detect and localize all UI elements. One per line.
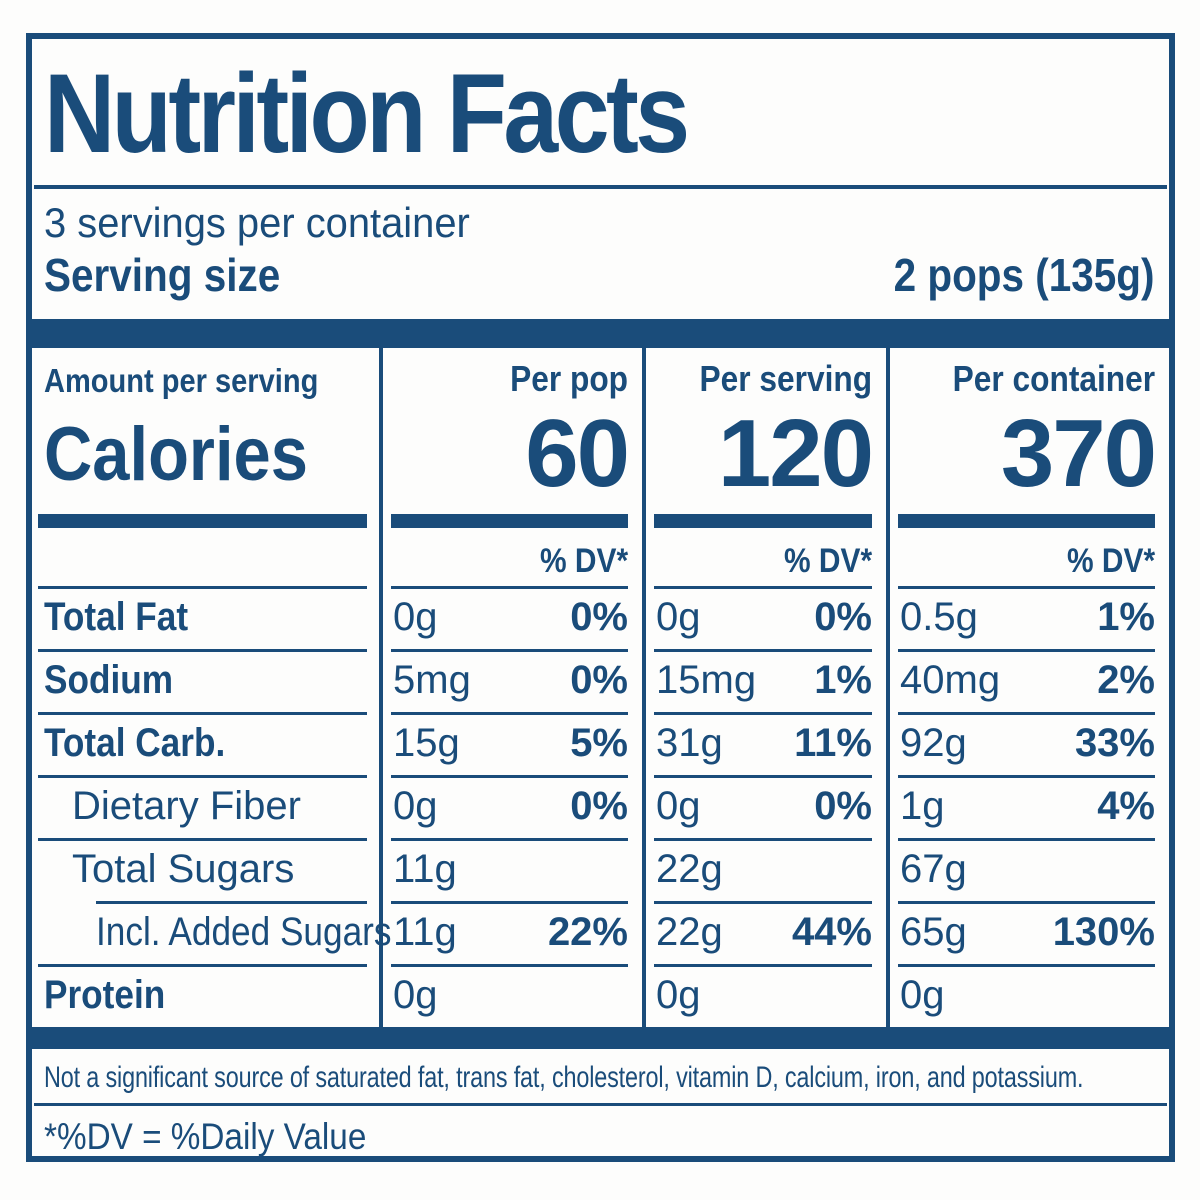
total-carb-per-container: 92g 33% <box>890 712 1169 775</box>
nutrition-table: Amount per serving Per pop Per serving P… <box>32 348 1169 1027</box>
section-bar-top <box>32 319 1169 348</box>
serving-size-value: 2 pops (135g) <box>894 249 1155 301</box>
section-bar-bottom <box>32 1027 1169 1049</box>
sodium-per-container: 40mg 2% <box>890 649 1169 712</box>
column-header-per-container: Per container <box>952 358 1155 399</box>
page-title: Nutrition Facts <box>44 51 690 177</box>
total-fat-per-pop: 0g 0% <box>383 586 646 649</box>
dv-header-spacer <box>32 536 383 586</box>
dietary-fiber-per-pop: 0g 0% <box>383 775 646 838</box>
total-sugars-per-container: 67g <box>890 838 1169 901</box>
row-label-sodium: Sodium <box>32 649 383 712</box>
added-sugars-per-pop: 11g 22% <box>383 901 646 964</box>
total-sugars-per-serving: 22g <box>646 838 890 901</box>
calories-underline-bar <box>646 506 890 536</box>
dv-definition-note: *%DV = %Daily Value <box>44 1116 367 1157</box>
nutrition-facts-label: Nutrition Facts 3 servings per container… <box>26 33 1175 1162</box>
servings-per-container-row: 3 servings per container <box>32 189 1169 246</box>
row-label-total-sugars: Total Sugars <box>32 838 383 901</box>
total-fat-per-serving: 0g 0% <box>646 586 890 649</box>
dv-header-per-serving: % DV* <box>646 536 890 586</box>
label-content: Nutrition Facts 3 servings per container… <box>32 39 1169 1157</box>
added-sugars-per-container: 65g 130% <box>890 901 1169 964</box>
title-divider <box>34 185 1167 189</box>
calories-underline-bar <box>383 506 646 536</box>
protein-per-container: 0g <box>890 964 1169 1027</box>
row-label-dietary-fiber: Dietary Fiber <box>32 775 383 838</box>
calories-per-pop: 60 <box>383 400 646 507</box>
dietary-fiber-per-serving: 0g 0% <box>646 775 890 838</box>
total-sugars-per-pop: 11g <box>383 838 646 901</box>
not-significant-source-note: Not a significant source of saturated fa… <box>44 1061 1084 1094</box>
total-fat-per-container: 0.5g 1% <box>890 586 1169 649</box>
added-sugars-per-serving: 22g 44% <box>646 901 890 964</box>
total-carb-per-pop: 15g 5% <box>383 712 646 775</box>
footnote-divider <box>34 1103 1167 1106</box>
calories-per-container: 370 <box>1000 400 1157 507</box>
row-label-added-sugars: Incl. Added Sugars <box>32 901 391 964</box>
row-label-total-fat: Total Fat <box>32 586 383 649</box>
spacer <box>32 305 1169 319</box>
row-label-protein: Protein <box>32 964 383 1027</box>
calories-per-serving: 120 <box>646 400 890 507</box>
dv-header-per-container: % DV* <box>1066 541 1155 580</box>
calories-underline-bar <box>890 506 1169 536</box>
servings-per-container-text: 3 servings per container <box>44 199 470 246</box>
protein-per-serving: 0g <box>646 964 890 1027</box>
sodium-per-serving: 15mg 1% <box>646 649 890 712</box>
dv-header-per-pop: % DV* <box>383 536 646 586</box>
protein-per-pop: 0g <box>383 964 646 1027</box>
dietary-fiber-per-container: 1g 4% <box>890 775 1169 838</box>
sodium-per-pop: 5mg 0% <box>383 649 646 712</box>
calories-underline-bar <box>32 506 383 536</box>
title-row: Nutrition Facts <box>32 39 1169 185</box>
amount-per-serving-header: Amount per serving <box>32 348 383 402</box>
column-header-per-pop: Per pop <box>383 348 646 402</box>
serving-size-label: Serving size <box>44 249 281 301</box>
row-label-total-carb: Total Carb. <box>32 712 383 775</box>
total-carb-per-serving: 31g 11% <box>646 712 890 775</box>
column-header-per-serving: Per serving <box>646 348 890 402</box>
calories-label: Calories <box>32 402 383 506</box>
serving-size-row: Serving size 2 pops (135g) <box>32 243 1169 305</box>
